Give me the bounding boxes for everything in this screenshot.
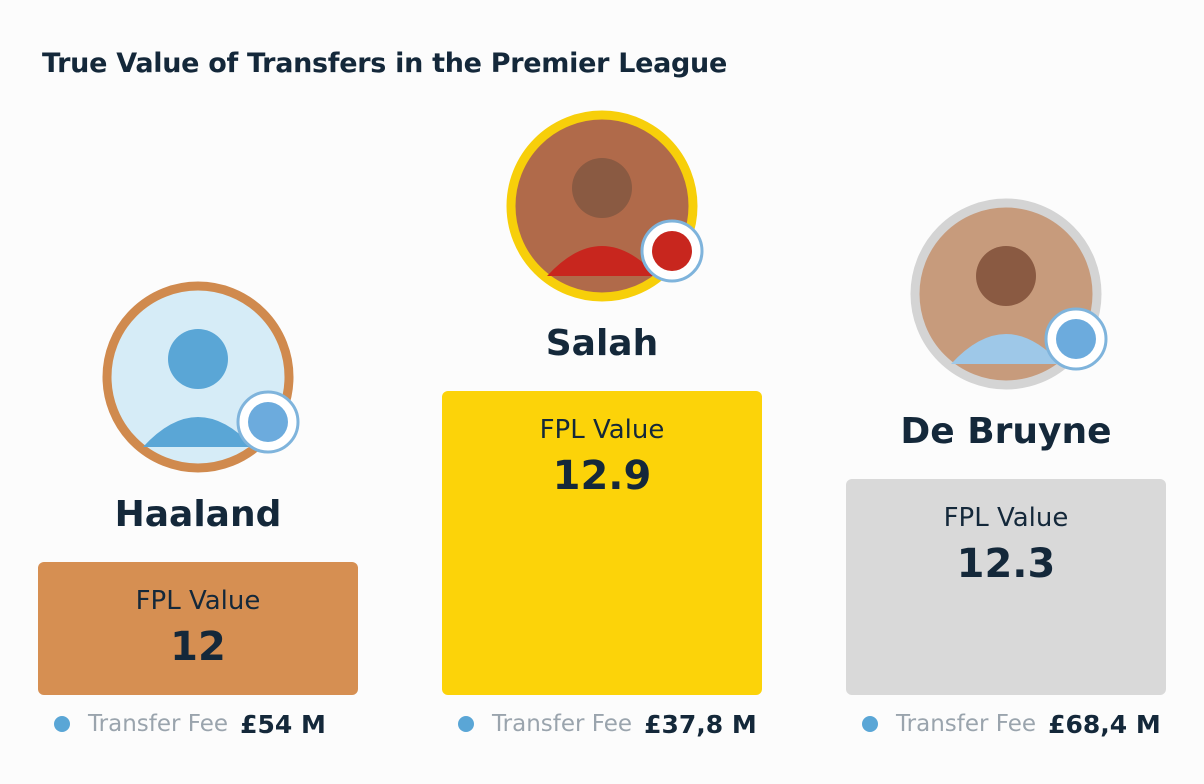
avatar: [506, 110, 704, 302]
fee-label: Transfer Fee: [896, 711, 1037, 737]
fee-value: £68,4 M: [1048, 709, 1161, 739]
fpl-value: 12.9: [552, 453, 652, 499]
fpl-value: 12.3: [956, 541, 1056, 587]
fee-label: Transfer Fee: [492, 711, 633, 737]
fee-row: Transfer Fee £68,4 M: [862, 707, 1161, 741]
fee-value: £54 M: [240, 709, 326, 739]
value-box: FPL Value 12.9: [442, 391, 762, 695]
avatar: [910, 198, 1108, 390]
fee-value: £37,8 M: [644, 709, 757, 739]
value-box: FPL Value 12.3: [846, 479, 1166, 695]
dot: [54, 716, 70, 732]
avatar: [102, 281, 300, 473]
player-name: De Bruyne: [900, 411, 1112, 452]
fee-label: Transfer Fee: [88, 711, 229, 737]
fee-row: Transfer Fee £54 M: [54, 707, 326, 741]
fpl-value: 12: [170, 624, 226, 670]
title: True Value of Transfers in the Premier L…: [42, 48, 727, 79]
fpl-label: FPL Value: [539, 415, 665, 445]
fpl-label: FPL Value: [135, 586, 261, 616]
player-name: Haaland: [114, 494, 282, 535]
fpl-label: FPL Value: [943, 503, 1069, 533]
fee-row: Transfer Fee £37,8 M: [458, 707, 757, 741]
value-box: FPL Value 12: [38, 562, 358, 695]
player-name: Salah: [545, 323, 659, 364]
dot: [862, 716, 878, 732]
dot: [458, 716, 474, 732]
